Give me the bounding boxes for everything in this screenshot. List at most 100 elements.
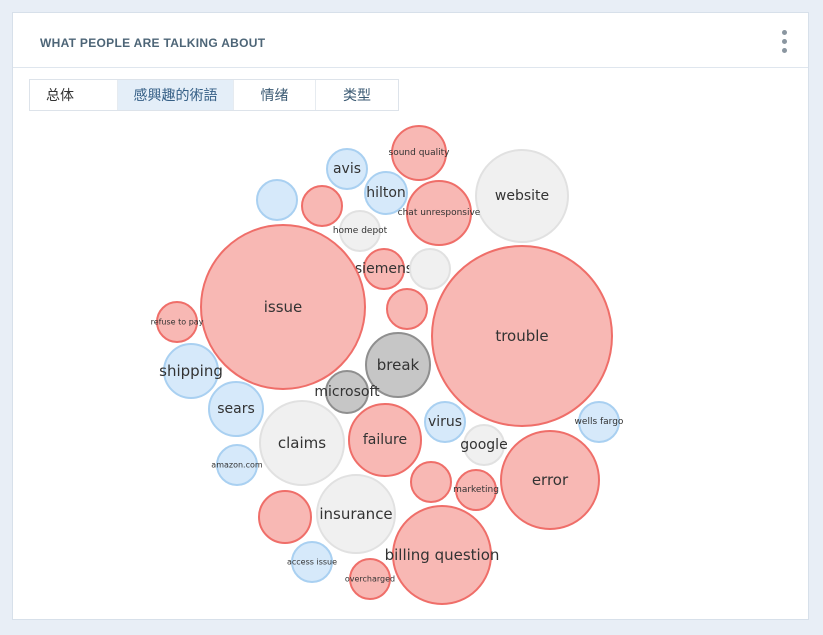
bubble-label: insurance [319, 505, 392, 523]
bubble-circle[interactable] [256, 179, 298, 221]
bubble-circle[interactable] [259, 400, 345, 486]
bubble-circle[interactable] [406, 180, 472, 246]
bubble-circle[interactable] [216, 444, 258, 486]
bubble-label: break [377, 356, 420, 374]
tab-terms-of-interest[interactable]: 感興趣的術語 [118, 80, 234, 110]
bubble-circle[interactable] [316, 474, 396, 554]
bubble-circle[interactable] [392, 505, 492, 605]
bubble-unlabeled-5[interactable] [256, 179, 298, 221]
bubble-circle[interactable] [348, 403, 422, 477]
panel-title: WHAT PEOPLE ARE TALKING ABOUT [40, 36, 266, 50]
bubble-circle[interactable] [163, 343, 219, 399]
bubble-website[interactable]: website [475, 149, 569, 243]
bubble-label: amazon.com [211, 461, 263, 470]
bubble-label: sound quality [389, 148, 451, 158]
bubble-circle[interactable] [291, 541, 333, 583]
bubble-circle[interactable] [391, 125, 447, 181]
bubble-failure[interactable]: failure [348, 403, 422, 477]
bubble-avis[interactable]: avis [326, 148, 368, 190]
bubble-billing-question[interactable]: billing question [385, 505, 500, 605]
bubble-wells-fargo[interactable]: wells fargo [575, 401, 624, 443]
bubble-shipping[interactable]: shipping [159, 343, 223, 399]
bubble-claims[interactable]: claims [259, 400, 345, 486]
bubble-circle[interactable] [363, 248, 405, 290]
bubble-circle[interactable] [409, 248, 451, 290]
bubble-chart-svg: sound quality avis hilton website chat unres… [151, 125, 624, 605]
bubble-unlabeled-6[interactable] [301, 185, 343, 227]
bubble-issue[interactable]: issue [200, 224, 366, 390]
bubble-unlabeled-28[interactable] [258, 490, 312, 544]
view-tabs: 总体 感興趣的術語 情绪 类型 [29, 79, 399, 111]
bubble-circle[interactable] [200, 224, 366, 390]
bubble-overcharged[interactable]: overcharged [345, 558, 395, 600]
bubble-microsoft[interactable]: microsoft [314, 370, 380, 414]
bubble-circle[interactable] [156, 301, 198, 343]
bubble-circle[interactable] [325, 370, 369, 414]
kebab-menu-icon[interactable] [778, 30, 790, 56]
bubble-label: home depot [333, 226, 388, 236]
bubble-label: failure [363, 432, 407, 448]
tab-sentiment[interactable]: 情绪 [234, 80, 316, 110]
bubble-label: google [460, 437, 507, 453]
bubble-label: access issue [287, 558, 337, 567]
panel-header: WHAT PEOPLE ARE TALKING ABOUT [13, 13, 808, 68]
bubble-unlabeled-9[interactable] [409, 248, 451, 290]
bubble-circle[interactable] [424, 401, 466, 443]
bubble-label: refuse to pay [151, 318, 204, 327]
bubble-amazon-com[interactable]: amazon.com [211, 444, 263, 486]
bubble-circle[interactable] [463, 424, 505, 466]
bubble-circle[interactable] [455, 469, 497, 511]
bubble-circle[interactable] [339, 210, 381, 252]
bubble-circle[interactable] [301, 185, 343, 227]
bubble-label: chat unresponsive [398, 208, 481, 218]
bubble-label: marketing [453, 485, 499, 495]
bubble-siemens[interactable]: siemens [355, 248, 413, 290]
bubble-label: shipping [159, 362, 223, 380]
bubble-unlabeled-11[interactable] [386, 288, 428, 330]
bubble-label: error [532, 471, 569, 489]
bubble-circle[interactable] [326, 148, 368, 190]
bubble-circle[interactable] [349, 558, 391, 600]
bubble-circle[interactable] [431, 245, 613, 427]
bubble-circle[interactable] [475, 149, 569, 243]
bubble-trouble[interactable]: trouble [431, 245, 613, 427]
bubble-label: website [495, 188, 549, 204]
bubble-home-depot[interactable]: home depot [333, 210, 388, 252]
bubble-label: sears [217, 401, 255, 417]
bubble-google[interactable]: google [460, 424, 508, 466]
talking-about-panel: WHAT PEOPLE ARE TALKING ABOUT 总体 感興趣的術語 … [12, 12, 809, 620]
bubble-insurance[interactable]: insurance [316, 474, 396, 554]
bubble-hilton[interactable]: hilton [364, 171, 408, 215]
bubble-label: trouble [495, 327, 548, 345]
bubble-chart: sound quality avis hilton website chat unres… [13, 113, 810, 619]
bubble-label: issue [264, 298, 303, 316]
bubble-circle[interactable] [386, 288, 428, 330]
bubble-circle[interactable] [578, 401, 620, 443]
bubble-unlabeled-25[interactable] [410, 461, 452, 503]
bubble-label: claims [278, 434, 326, 452]
bubble-break[interactable]: break [365, 332, 431, 398]
tab-type[interactable]: 类型 [343, 87, 371, 103]
bubble-error[interactable]: error [500, 430, 600, 530]
bubble-circle[interactable] [365, 332, 431, 398]
bubble-circle[interactable] [208, 381, 264, 437]
bubble-circle[interactable] [500, 430, 600, 530]
bubble-sears[interactable]: sears [208, 381, 264, 437]
bubble-label: overcharged [345, 575, 395, 584]
bubble-label: wells fargo [575, 417, 624, 427]
bubble-virus[interactable]: virus [424, 401, 466, 443]
bubble-label: avis [333, 161, 361, 177]
bubble-circle[interactable] [364, 171, 408, 215]
bubble-marketing[interactable]: marketing [453, 469, 499, 511]
bubble-label: siemens [355, 261, 413, 277]
bubble-chat-unresponsive[interactable]: chat unresponsive [398, 180, 481, 246]
bubble-label: microsoft [314, 384, 380, 400]
bubble-label: billing question [385, 546, 500, 564]
bubble-sound-quality[interactable]: sound quality [389, 125, 451, 181]
bubble-refuse-to-pay[interactable]: refuse to pay [151, 301, 204, 343]
bubble-circle[interactable] [258, 490, 312, 544]
tab-overall[interactable]: 总体 [30, 80, 118, 110]
bubble-circle[interactable] [410, 461, 452, 503]
bubble-access-issue[interactable]: access issue [287, 541, 337, 583]
bubble-label: hilton [366, 185, 406, 201]
